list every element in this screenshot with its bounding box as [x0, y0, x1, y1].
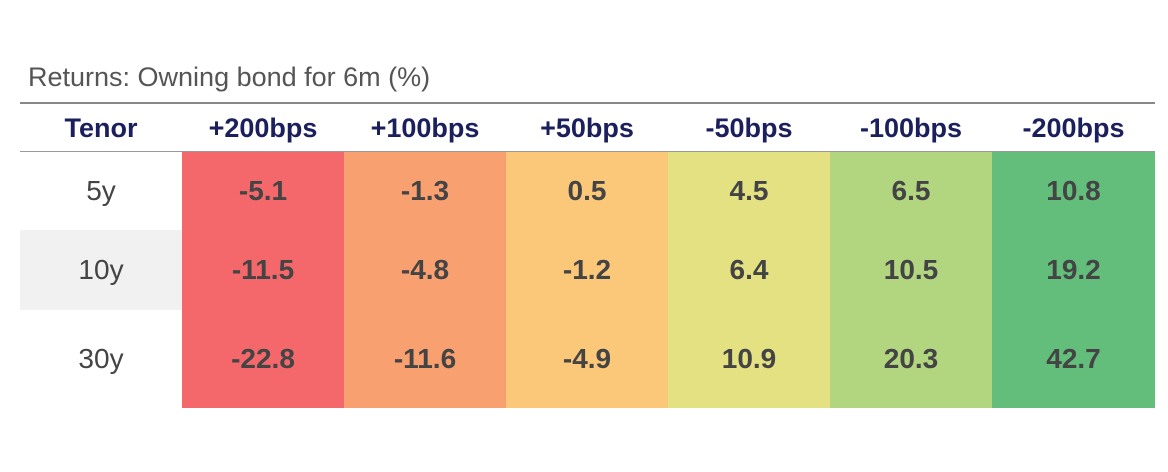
value-cell: -4.9: [506, 310, 668, 408]
table-title: Returns: Owning bond for 6m (%): [28, 62, 431, 92]
column-header: -100bps: [859, 112, 963, 143]
column-header: -200bps: [1022, 112, 1125, 143]
row-label: 30y: [78, 343, 124, 374]
value-cell: 10.8: [992, 152, 1155, 230]
value-cell: 20.3: [830, 310, 992, 408]
column-header: Tenor: [64, 112, 138, 143]
table: Tenor +200bps +100bps +50bps -50bps -100bps -2…: [20, 105, 1155, 408]
column-header: +50bps: [540, 112, 634, 143]
value-cell: 10.5: [830, 230, 992, 310]
value-cell: -1.2: [506, 230, 668, 310]
value-cell: -11.6: [344, 310, 506, 408]
column-header: +100bps: [370, 112, 480, 143]
title-rule: [20, 102, 1155, 104]
value-cell: -22.8: [182, 310, 344, 408]
value-cell: 0.5: [506, 152, 668, 230]
value-cell: -11.5: [182, 230, 344, 310]
header-rule: [20, 151, 1155, 152]
value-cell: 6.5: [830, 152, 992, 230]
column-header: -50bps: [705, 112, 793, 143]
value-cell: 6.4: [668, 230, 830, 310]
value-cell: -5.1: [182, 152, 344, 230]
value-cell: 42.7: [992, 310, 1155, 408]
value-cell: 4.5: [668, 152, 830, 230]
value-cell: -4.8: [344, 230, 506, 310]
value-cell: 19.2: [992, 230, 1155, 310]
row-label: 10y: [20, 230, 182, 310]
value-cell: 10.9: [668, 310, 830, 408]
row-label: 5y: [86, 175, 116, 206]
column-header: +200bps: [208, 112, 318, 143]
value-cell: -1.3: [344, 152, 506, 230]
